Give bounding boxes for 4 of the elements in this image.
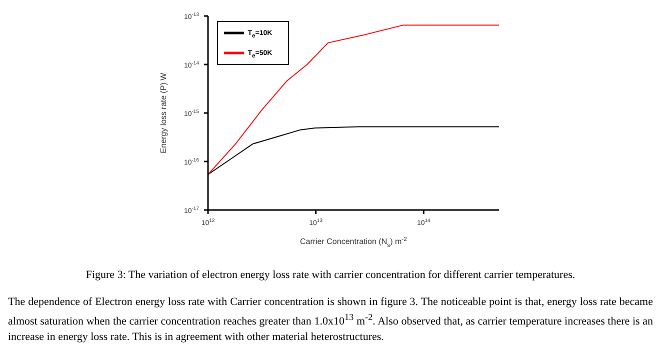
text: The dependence of Electron energy loss rate with Carrier concentration is shown in figure 3. The noticeable point is that, energy loss rate became almost saturation when the carrier concentration reaches greater than 1.0x10$^{13}$ m$^{-2}$. Also observed that, as carrier temperature increases there is an increase in energy loss rate. This is in agreement with other material heterostructures. bbox=[8, 295, 653, 345]
caption: Figure 3: The variation of electron energy loss rate with carrier concentration for different carrier temperatures. bbox=[84, 268, 576, 283]
x-axis-title: Carrier Concentration (N$_{s}$) m$^{-2}$ bbox=[300, 236, 408, 249]
y-axis-title: Energy loss rate (P) W bbox=[159, 72, 168, 154]
